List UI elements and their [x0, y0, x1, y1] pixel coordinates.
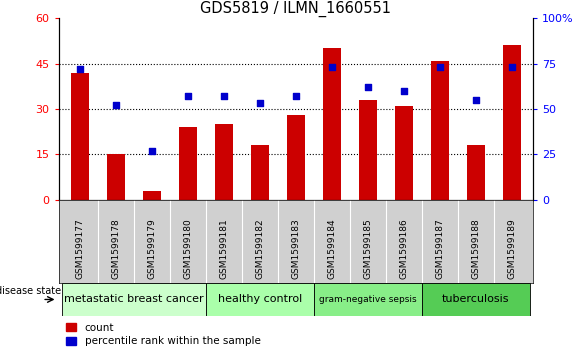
Text: GSM1599178: GSM1599178 — [112, 218, 121, 279]
Point — [327, 64, 336, 70]
Point — [219, 93, 229, 99]
Bar — [287, 115, 305, 200]
Text: GSM1599189: GSM1599189 — [507, 218, 516, 279]
Bar — [143, 191, 161, 200]
Text: GSM1599181: GSM1599181 — [220, 218, 229, 279]
FancyBboxPatch shape — [314, 283, 422, 316]
Point — [363, 84, 373, 90]
Text: metastatic breast cancer: metastatic breast cancer — [64, 294, 204, 305]
Text: GSM1599183: GSM1599183 — [291, 218, 301, 279]
Bar — [107, 154, 125, 200]
Bar — [179, 127, 197, 200]
Text: healthy control: healthy control — [218, 294, 302, 305]
Text: GSM1599182: GSM1599182 — [255, 218, 264, 279]
Text: disease state: disease state — [0, 286, 61, 296]
Text: tuberculosis: tuberculosis — [442, 294, 509, 305]
FancyBboxPatch shape — [62, 283, 206, 316]
Point — [471, 97, 481, 103]
Point — [291, 93, 301, 99]
Bar — [395, 106, 413, 200]
Text: GSM1599184: GSM1599184 — [328, 218, 336, 279]
Point — [435, 64, 444, 70]
Text: GSM1599185: GSM1599185 — [363, 218, 372, 279]
Bar — [71, 73, 89, 200]
Text: GSM1599177: GSM1599177 — [76, 218, 84, 279]
Text: GSM1599187: GSM1599187 — [435, 218, 444, 279]
Text: GSM1599180: GSM1599180 — [183, 218, 193, 279]
Title: GDS5819 / ILMN_1660551: GDS5819 / ILMN_1660551 — [200, 1, 391, 17]
Text: gram-negative sepsis: gram-negative sepsis — [319, 295, 417, 304]
Bar — [323, 48, 341, 200]
Legend: count, percentile rank within the sample: count, percentile rank within the sample — [64, 321, 263, 348]
Point — [255, 101, 265, 106]
Bar — [251, 145, 269, 200]
Bar — [431, 61, 449, 200]
Text: GSM1599186: GSM1599186 — [399, 218, 408, 279]
Point — [148, 148, 157, 154]
Bar — [359, 100, 377, 200]
Point — [399, 88, 408, 94]
FancyBboxPatch shape — [206, 283, 314, 316]
Point — [507, 64, 516, 70]
FancyBboxPatch shape — [422, 283, 530, 316]
Bar — [215, 124, 233, 200]
Point — [111, 102, 121, 108]
Text: GSM1599188: GSM1599188 — [471, 218, 480, 279]
Bar — [466, 145, 485, 200]
Text: GSM1599179: GSM1599179 — [148, 218, 156, 279]
Bar — [503, 45, 521, 200]
Point — [76, 66, 85, 72]
Point — [183, 93, 193, 99]
